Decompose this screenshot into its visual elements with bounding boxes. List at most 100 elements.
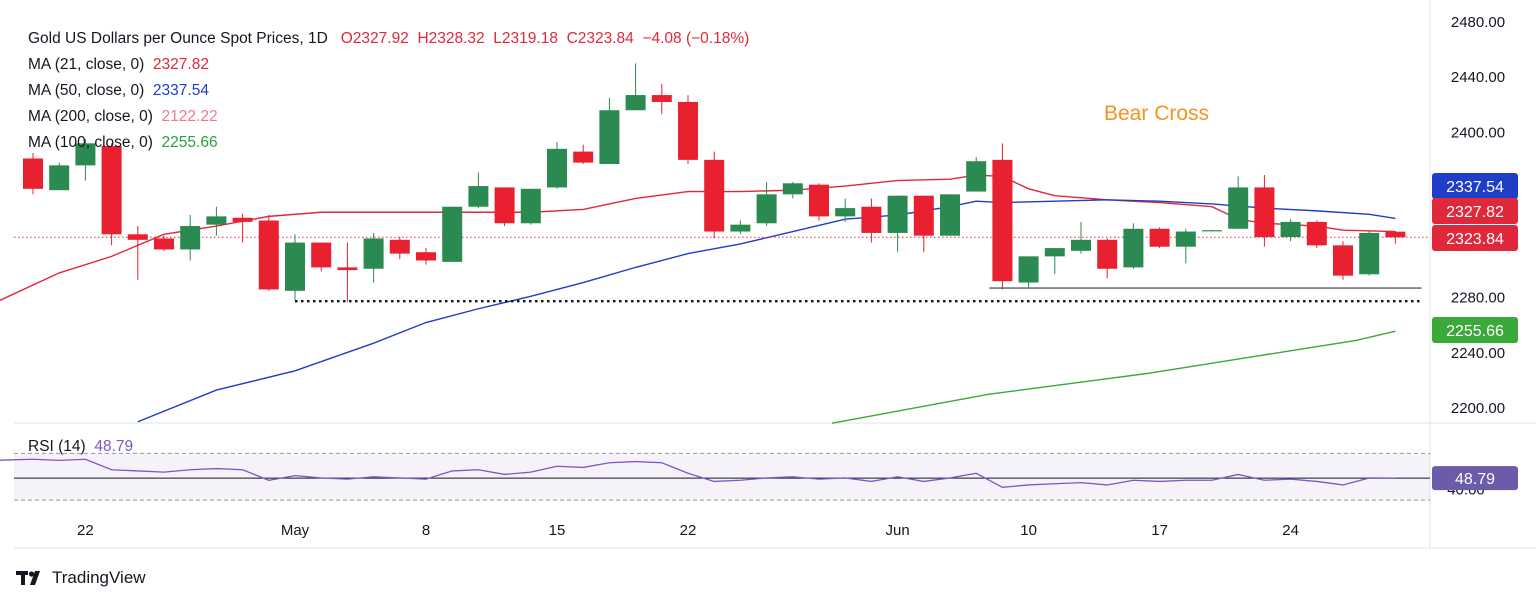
x-tick-label: 22 xyxy=(680,522,697,539)
rsi-value: 48.79 xyxy=(94,438,134,455)
x-tick-label: May xyxy=(281,522,310,539)
price-tag-label: 2255.66 xyxy=(1446,323,1504,340)
candle-down xyxy=(704,159,725,232)
x-tick-label: 8 xyxy=(422,522,430,539)
candle-up xyxy=(599,110,620,164)
candle-up xyxy=(1175,231,1196,247)
candle-down xyxy=(101,146,122,235)
candle-up xyxy=(547,148,567,188)
legend-ma100[interactable]: MA (100, close, 0) 2255.66 xyxy=(28,135,218,151)
legend-label: MA (50, close, 0) xyxy=(28,82,145,99)
candle-up xyxy=(75,143,96,166)
candle-up xyxy=(966,161,987,192)
candle-up xyxy=(1202,230,1222,232)
candle-down xyxy=(861,206,882,233)
x-tick-label: 22 xyxy=(77,522,94,539)
legend-value: 2255.66 xyxy=(161,134,218,151)
y-tick-label: 2200.00 xyxy=(1451,400,1505,417)
legend-value: 2122.22 xyxy=(161,108,218,125)
candle-down xyxy=(232,217,253,222)
legend-label: MA (200, close, 0) xyxy=(28,108,153,125)
y-tick-label: 2480.00 xyxy=(1451,14,1505,31)
open-value: O2327.92 xyxy=(340,30,409,47)
candle-up xyxy=(442,206,463,262)
candle-down xyxy=(494,187,515,224)
x-tick-label: Jun xyxy=(886,522,910,539)
rsi-label: RSI (14) xyxy=(28,438,86,455)
high-value: H2328.32 xyxy=(417,30,485,47)
candle-up xyxy=(468,186,489,207)
candle-up xyxy=(49,165,70,191)
rsi-legend[interactable]: RSI (14) 48.79 xyxy=(28,438,133,456)
price-tag-2337.54 xyxy=(1432,173,1518,199)
x-tick-label: 10 xyxy=(1020,522,1037,539)
y-tick-label: 2400.00 xyxy=(1451,124,1505,141)
candle-down xyxy=(1254,187,1275,238)
candle-down xyxy=(258,220,279,290)
candle-up xyxy=(1359,232,1380,275)
change-value: −4.08 (−0.18%) xyxy=(642,30,750,47)
candle-down xyxy=(416,252,436,261)
price-tag-label: 2323.84 xyxy=(1446,231,1504,248)
legend-value: 2337.54 xyxy=(152,82,209,99)
rsi-band xyxy=(14,453,1430,501)
price-tag-2327.82 xyxy=(1432,198,1518,224)
bear-cross-annotation: Bear Cross xyxy=(1104,102,1210,125)
legend-ma200[interactable]: MA (200, close, 0) 2122.22 xyxy=(28,109,218,125)
candle-down xyxy=(311,242,332,268)
candle-up xyxy=(1044,248,1065,257)
candle-up xyxy=(363,238,384,269)
legend-label: MA (21, close, 0) xyxy=(28,56,145,73)
close-value: C2323.84 xyxy=(566,30,634,47)
legend-label: MA (100, close, 0) xyxy=(28,134,153,151)
candle-down xyxy=(913,195,934,236)
price-tag-2255.66 xyxy=(1432,317,1518,343)
y-tick-label: 2240.00 xyxy=(1451,345,1505,362)
x-tick-label: 24 xyxy=(1282,522,1299,539)
candle-up xyxy=(835,208,856,217)
candle-down xyxy=(573,151,594,163)
price-tag-label: 2337.54 xyxy=(1446,179,1504,196)
candle-down xyxy=(651,95,672,102)
candle-up xyxy=(1280,221,1301,238)
price-tag-label: 2327.82 xyxy=(1446,204,1504,221)
candle-up xyxy=(1228,187,1249,229)
branding[interactable]: TradingView xyxy=(16,568,146,588)
candle-up xyxy=(756,194,777,224)
candle-up xyxy=(887,195,908,233)
candle-down xyxy=(1333,245,1353,276)
candle-down xyxy=(1097,239,1118,269)
branding-text: TradingView xyxy=(52,568,146,587)
legend-ma21[interactable]: MA (21, close, 0) 2327.82 xyxy=(28,57,209,73)
candle-up xyxy=(1071,239,1091,251)
candle-down xyxy=(389,239,410,254)
candle-down xyxy=(127,234,148,240)
x-tick-label: 15 xyxy=(549,522,566,539)
candle-up xyxy=(625,95,646,111)
candle-up xyxy=(285,242,305,291)
candle-down xyxy=(809,184,829,217)
rsi-price-tag-label: 48.79 xyxy=(1455,471,1495,488)
x-tick-label: 17 xyxy=(1151,522,1168,539)
rsi-line xyxy=(0,458,1396,488)
legend-ma50[interactable]: MA (50, close, 0) 2337.54 xyxy=(28,83,209,99)
chart-title: Gold US Dollars per Ounce Spot Prices, 1… xyxy=(28,30,328,47)
candle-up xyxy=(1018,256,1039,283)
candle-down xyxy=(992,159,1013,282)
y-tick-label: 2280.00 xyxy=(1451,290,1505,307)
candle-up xyxy=(730,224,751,232)
candle-down xyxy=(1306,221,1327,246)
candle-down xyxy=(678,101,698,160)
y-tick-label: 2440.00 xyxy=(1451,69,1505,86)
low-value: L2319.18 xyxy=(493,30,558,47)
candle-up xyxy=(206,216,227,225)
candle-down xyxy=(1385,231,1406,238)
candle-up xyxy=(782,183,803,195)
candle-down xyxy=(337,267,358,271)
candle-down xyxy=(23,158,43,189)
ma-line-50 xyxy=(137,199,1396,423)
price-tag-2323.84 xyxy=(1432,225,1518,251)
rsi-price-tag xyxy=(1432,466,1518,491)
candle-up xyxy=(1123,228,1144,268)
